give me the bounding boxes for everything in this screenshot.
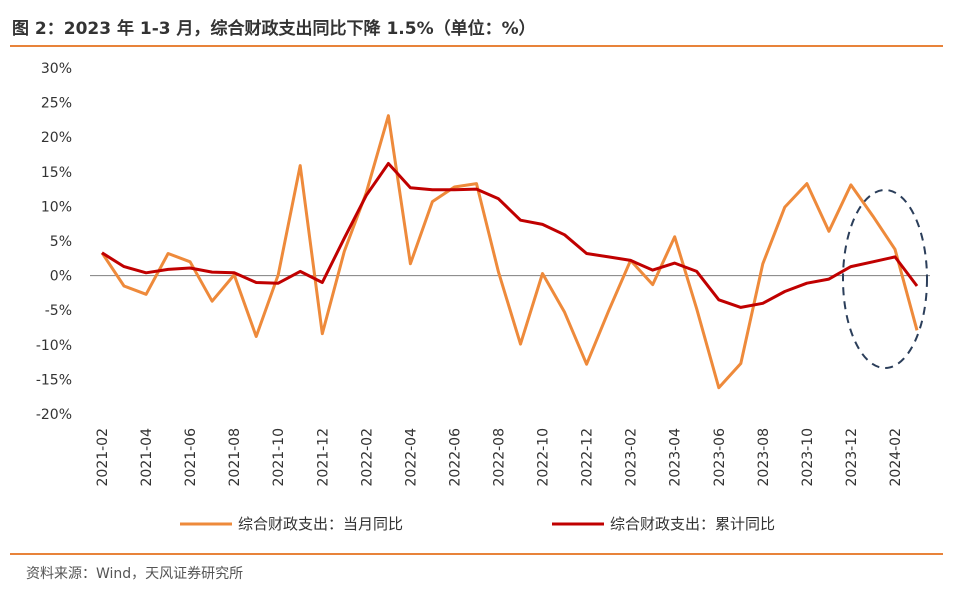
x-tick-label: 2023-12 (844, 428, 860, 487)
title-divider (10, 45, 943, 47)
y-tick-label: 5% (50, 234, 72, 250)
y-tick-label: -15% (36, 372, 72, 388)
y-tick-label: -10% (36, 338, 72, 354)
series-line-cumulative (101, 162, 919, 309)
x-tick-label: 2021-08 (227, 428, 243, 487)
x-tick-label: 2023-06 (712, 428, 728, 487)
source-note: 资料来源：Wind，天风证券研究所 (26, 566, 244, 582)
y-axis-ticks: 30% 25% 20% 15% 10% 5% 0% -5% -10% -15% -20% (36, 61, 72, 423)
x-tick-label: 2022-04 (403, 428, 419, 487)
x-tick-label: 2022-12 (580, 428, 596, 487)
chart-title: 图 2：2023 年 1-3 月，综合财政支出同比下降 1.5%（单位：%） (12, 19, 536, 39)
y-tick-label: -5% (45, 303, 72, 319)
x-tick-label: 2023-10 (800, 428, 816, 487)
x-tick-label: 2021-12 (315, 428, 331, 487)
y-tick-label: 0% (50, 269, 72, 285)
legend-label-cumulative: 综合财政支出：累计同比 (610, 515, 775, 533)
x-tick-label: 2021-06 (183, 428, 199, 487)
footer-divider (10, 553, 943, 555)
x-tick-label: 2023-02 (624, 428, 640, 487)
y-tick-label: 20% (41, 130, 72, 146)
x-tick-label: 2023-04 (668, 428, 684, 487)
y-tick-label: 15% (41, 165, 72, 181)
x-tick-label: 2022-06 (447, 428, 463, 487)
series-line-monthly (100, 114, 919, 390)
x-tick-label: 2021-10 (271, 428, 287, 487)
x-axis-ticks: 2021-02 2021-04 2021-06 2021-08 2021-10 2021-… (95, 428, 904, 487)
highlight-ellipse (842, 189, 928, 369)
legend-label-monthly: 综合财政支出：当月同比 (238, 515, 403, 533)
x-tick-label: 2022-02 (359, 428, 375, 487)
x-tick-label: 2023-08 (756, 428, 772, 487)
x-tick-label: 2021-02 (95, 428, 111, 487)
x-tick-label: 2022-08 (491, 428, 507, 487)
y-tick-label: 25% (41, 96, 72, 112)
y-tick-label: -20% (36, 407, 72, 423)
x-tick-label: 2024-02 (888, 428, 904, 487)
y-tick-label: 10% (41, 199, 72, 215)
y-tick-label: 30% (41, 61, 72, 77)
legend: 综合财政支出：当月同比 综合财政支出：累计同比 (180, 515, 775, 533)
x-tick-label: 2022-10 (536, 428, 552, 487)
x-tick-label: 2021-04 (139, 428, 155, 487)
